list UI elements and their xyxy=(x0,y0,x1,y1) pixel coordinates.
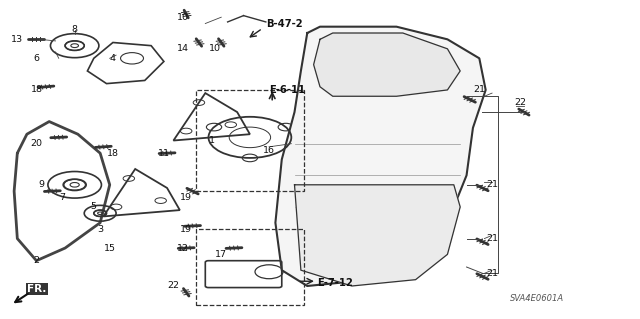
Text: 20: 20 xyxy=(31,139,42,148)
Text: 21: 21 xyxy=(474,85,485,94)
Text: 18: 18 xyxy=(107,149,119,158)
Text: 18: 18 xyxy=(31,85,42,94)
Text: E-7-12: E-7-12 xyxy=(317,278,353,288)
Text: 10: 10 xyxy=(209,44,221,53)
Text: 21: 21 xyxy=(486,269,498,278)
Text: E-6-11: E-6-11 xyxy=(269,85,305,95)
Text: 21: 21 xyxy=(486,180,498,189)
Polygon shape xyxy=(275,27,486,286)
Bar xyxy=(196,229,304,305)
Bar xyxy=(196,90,304,191)
Text: 19: 19 xyxy=(180,225,192,234)
Text: B-47-2: B-47-2 xyxy=(266,19,303,28)
Text: 8: 8 xyxy=(72,25,77,34)
Text: 11: 11 xyxy=(158,149,170,158)
Polygon shape xyxy=(294,185,460,286)
Text: 13: 13 xyxy=(12,35,24,44)
Text: 1: 1 xyxy=(209,136,214,145)
Polygon shape xyxy=(314,33,460,96)
Text: 2: 2 xyxy=(33,256,40,265)
Text: 22: 22 xyxy=(515,98,527,107)
Text: 4: 4 xyxy=(110,54,116,63)
Text: FR.: FR. xyxy=(27,284,46,294)
Text: 14: 14 xyxy=(177,44,189,53)
Text: 16: 16 xyxy=(263,145,275,154)
Text: 7: 7 xyxy=(59,193,65,202)
Text: 3: 3 xyxy=(97,225,103,234)
Text: 19: 19 xyxy=(180,193,192,202)
Text: 21: 21 xyxy=(486,234,498,243)
Text: 6: 6 xyxy=(33,54,40,63)
Text: SVA4E0601A: SVA4E0601A xyxy=(509,294,564,303)
Text: 22: 22 xyxy=(168,281,179,291)
Text: 17: 17 xyxy=(215,250,227,259)
Text: 9: 9 xyxy=(38,180,44,189)
Text: 5: 5 xyxy=(91,203,97,211)
Text: 12: 12 xyxy=(177,243,189,253)
Text: 10: 10 xyxy=(177,13,189,22)
Text: 15: 15 xyxy=(104,243,116,253)
